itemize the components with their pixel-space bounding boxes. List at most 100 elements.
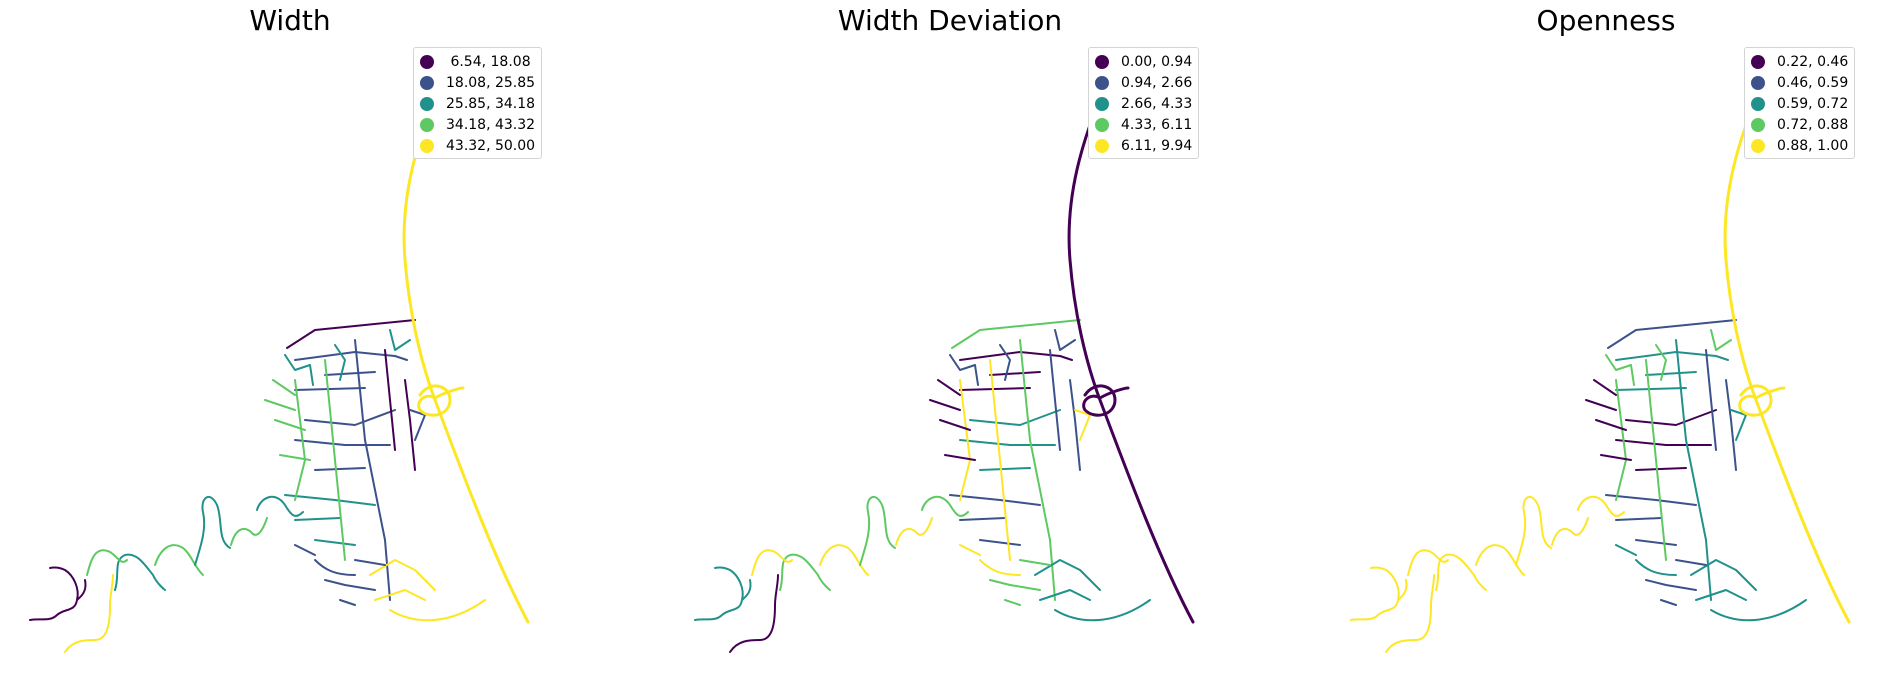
- street-segment: [1615, 351, 1729, 391]
- street-segment: [819, 544, 869, 576]
- street-segment: [1407, 549, 1449, 576]
- street-segment: [1615, 409, 1747, 576]
- highway-segment: [1738, 384, 1786, 417]
- street-network-map-width: [29, 70, 530, 653]
- legend-item: 0.46, 0.59: [1751, 72, 1848, 93]
- legend-label: 0.94, 2.66: [1121, 74, 1193, 91]
- street-segment: [1515, 495, 1552, 566]
- street-segments: [29, 70, 530, 653]
- legend-swatch: [1095, 75, 1109, 90]
- legend-item: 18.08, 25.85: [420, 72, 535, 93]
- legend-item: 0.72, 0.88: [1751, 114, 1848, 135]
- legend-item: 0.94, 2.66: [1095, 72, 1192, 93]
- map-title-width: Width: [249, 4, 331, 37]
- street-segment: [729, 574, 779, 653]
- street-segment: [324, 559, 386, 606]
- street-segment: [294, 409, 396, 471]
- panel-openness: Openness 0.22, 0.46 0.46, 0.59 0.59, 0.72 0…: [1316, 0, 1880, 691]
- legend-swatch: [1095, 54, 1109, 69]
- street-segment: [1435, 553, 1487, 591]
- legend-item: 34.18, 43.32: [420, 114, 535, 135]
- street-network-map-openness: [1350, 70, 1851, 653]
- legend-item: 0.88, 1.00: [1751, 135, 1848, 156]
- street-segment: [959, 409, 1061, 471]
- street-segment: [1049, 349, 1081, 471]
- legend-item: 0.00, 0.94: [1095, 51, 1192, 72]
- legend-swatch: [1751, 75, 1765, 90]
- legend-label: 18.08, 25.85: [446, 74, 536, 91]
- highway-segment: [1067, 70, 1195, 624]
- legend-label: 25.85, 34.18: [446, 95, 536, 112]
- street-segment: [959, 359, 1011, 561]
- street-segment: [114, 553, 166, 591]
- street-segment: [384, 349, 416, 471]
- street-segment: [1019, 339, 1056, 601]
- street-segment: [294, 351, 408, 391]
- highway-segment: [1082, 384, 1130, 417]
- street-segment: [1615, 409, 1717, 471]
- street-segment: [779, 553, 831, 591]
- street-segment: [194, 495, 231, 566]
- street-network-map-width-deviation: [694, 70, 1195, 653]
- legend-item: 25.85, 34.18: [420, 93, 535, 114]
- legend-label: 43.32, 50.00: [446, 137, 536, 154]
- street-segment: [294, 409, 426, 576]
- legend-label: 6.54, 18.08: [446, 53, 531, 70]
- street-segment: [1577, 495, 1625, 517]
- legend-label: 0.59, 0.72: [1777, 95, 1849, 112]
- legend-label: 6.11, 9.94: [1121, 137, 1193, 154]
- legend-swatch: [1751, 96, 1765, 111]
- legend-item: 43.32, 50.00: [420, 135, 535, 156]
- street-segment: [256, 495, 304, 517]
- street-segment: [64, 574, 114, 653]
- street-segment: [1385, 574, 1435, 653]
- street-segments: [1350, 70, 1851, 653]
- legend-item: 0.59, 0.72: [1751, 93, 1848, 114]
- legend-swatch: [1095, 117, 1109, 132]
- legend-label: 34.18, 43.32: [446, 116, 536, 133]
- street-segment: [929, 379, 976, 461]
- legend-label: 4.33, 6.11: [1121, 116, 1193, 133]
- legend-label: 0.72, 0.88: [1777, 116, 1849, 133]
- panel-width-deviation: Width Deviation 0.00, 0.94 0.94, 2.66 2.66…: [660, 0, 1280, 691]
- street-segment: [294, 359, 346, 561]
- street-segment: [989, 559, 1051, 606]
- legend-item: 6.54, 18.08: [420, 51, 535, 72]
- street-segment: [1605, 494, 1697, 546]
- street-segment: [949, 329, 1076, 386]
- legend-item: 2.66, 4.33: [1095, 93, 1192, 114]
- street-segment: [959, 409, 1091, 576]
- street-segment: [859, 495, 896, 566]
- legend-item: 6.11, 9.94: [1095, 135, 1192, 156]
- street-segment: [354, 339, 391, 601]
- street-segment: [284, 494, 376, 546]
- legend-swatch: [420, 96, 434, 111]
- map-title-width-deviation: Width Deviation: [837, 4, 1063, 37]
- legend-swatch: [1751, 117, 1765, 132]
- legend-label: 0.22, 0.46: [1777, 53, 1849, 70]
- street-segment: [230, 517, 268, 546]
- legend-swatch: [420, 54, 434, 69]
- highway-segment: [1723, 70, 1851, 624]
- street-segment: [86, 549, 128, 576]
- legend-swatch: [420, 138, 434, 153]
- street-segment: [1675, 339, 1712, 601]
- legend-swatch: [1095, 138, 1109, 153]
- street-segment: [1585, 379, 1632, 461]
- street-segment: [264, 379, 311, 461]
- street-segment: [1475, 544, 1525, 576]
- street-segment: [1607, 319, 1737, 349]
- street-segment: [895, 517, 933, 546]
- legend-item: 0.22, 0.46: [1751, 51, 1848, 72]
- legend-label: 2.66, 4.33: [1121, 95, 1193, 112]
- street-segment: [1605, 329, 1732, 386]
- legend-item: 4.33, 6.11: [1095, 114, 1192, 135]
- legend-openness: 0.22, 0.46 0.46, 0.59 0.59, 0.72 0.72, 0.88…: [1744, 47, 1856, 159]
- highway-segment: [402, 70, 530, 624]
- street-segment: [921, 495, 969, 517]
- legend-swatch: [1095, 96, 1109, 111]
- legend-label: 0.88, 1.00: [1777, 137, 1849, 154]
- legend-swatch: [420, 117, 434, 132]
- street-segment: [949, 494, 1041, 546]
- street-segment: [1705, 349, 1737, 471]
